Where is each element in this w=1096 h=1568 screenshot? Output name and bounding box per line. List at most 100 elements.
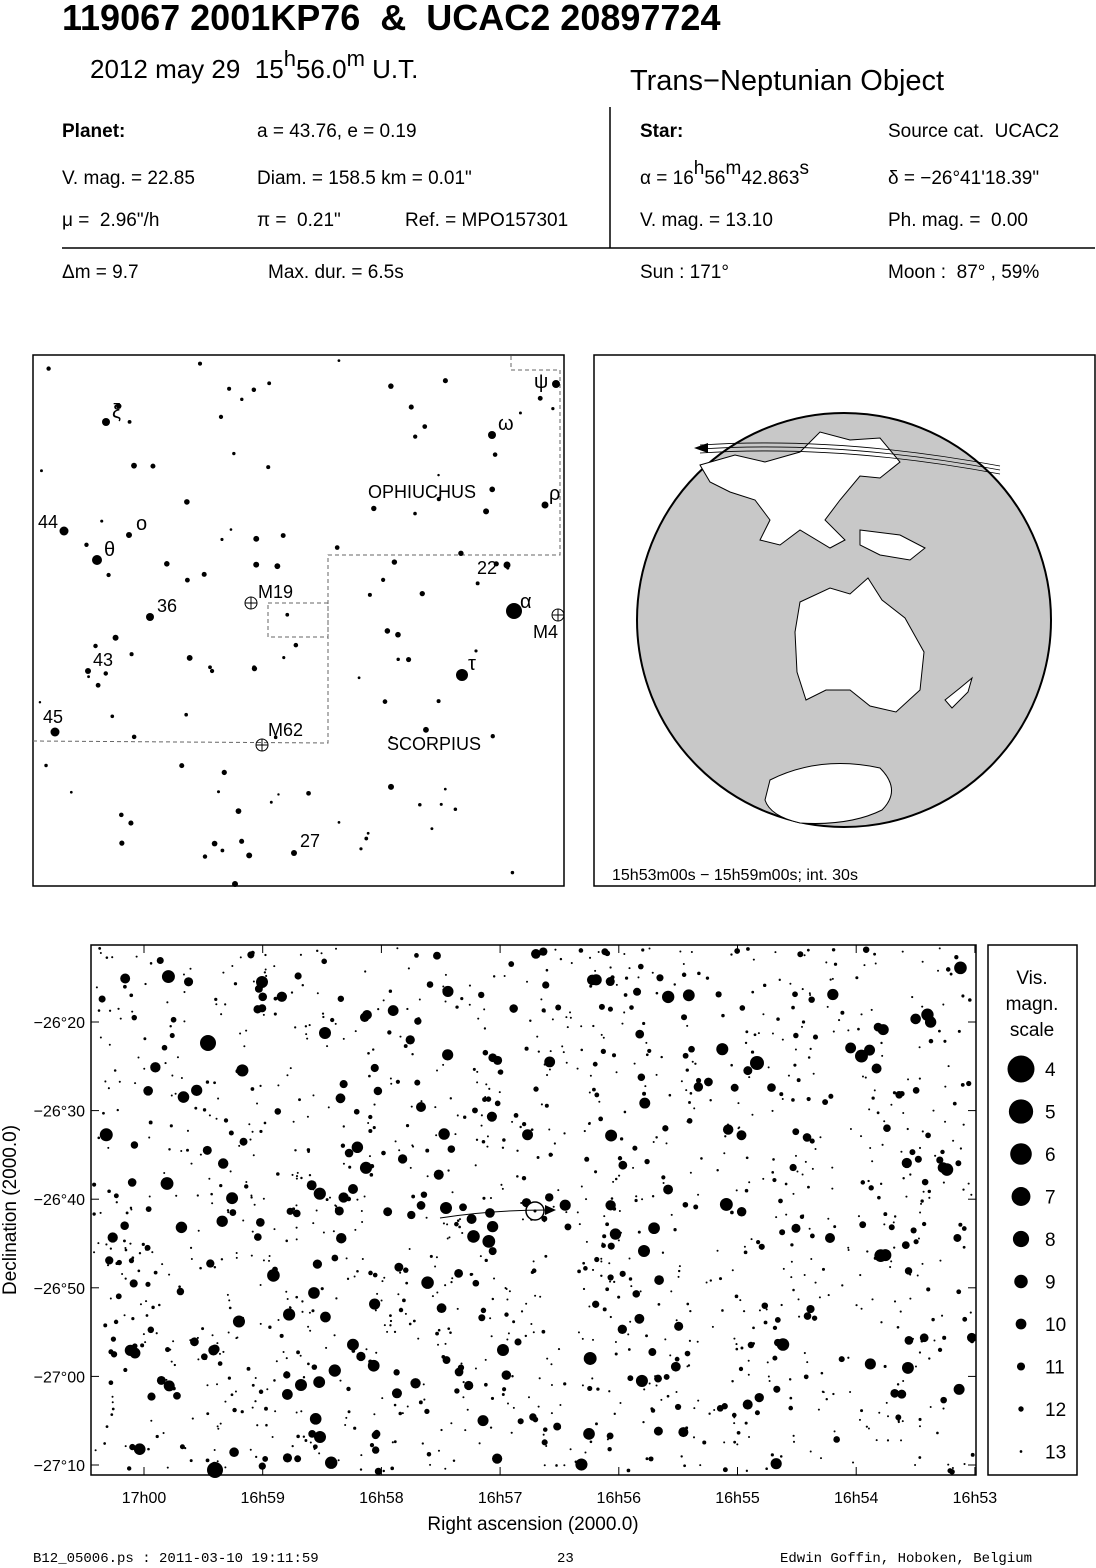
star — [873, 1089, 876, 1092]
star — [367, 1051, 370, 1055]
scale-dot — [1019, 1450, 1023, 1453]
star — [656, 974, 664, 982]
star — [588, 956, 592, 959]
star — [131, 734, 137, 740]
star — [655, 1384, 658, 1387]
star — [306, 1148, 311, 1152]
star — [645, 1053, 649, 1057]
star — [905, 1195, 908, 1198]
star — [955, 1160, 962, 1167]
star — [970, 1193, 973, 1196]
star — [256, 1102, 259, 1105]
star — [389, 736, 393, 739]
star — [163, 1171, 166, 1174]
star — [809, 1233, 815, 1239]
star — [447, 1145, 456, 1153]
star — [276, 997, 279, 1000]
star — [686, 1120, 689, 1123]
star — [551, 1018, 554, 1021]
star — [290, 991, 294, 994]
star — [735, 1347, 739, 1351]
star — [246, 1366, 251, 1371]
star — [368, 1074, 371, 1078]
star — [141, 1242, 145, 1246]
star — [253, 535, 260, 542]
star — [291, 1445, 294, 1448]
star — [285, 1290, 288, 1293]
star — [219, 1183, 223, 1188]
ut: U.T. — [365, 54, 418, 84]
star — [477, 1017, 480, 1020]
star-heading: Star: — [640, 121, 683, 142]
star — [655, 1073, 658, 1076]
star — [119, 812, 124, 818]
star — [444, 1284, 447, 1287]
star — [478, 991, 485, 999]
star — [482, 1097, 487, 1102]
star-label: M19 — [258, 582, 293, 602]
star — [551, 1153, 554, 1156]
star — [937, 969, 940, 972]
star — [543, 1464, 546, 1467]
star — [38, 700, 42, 704]
star — [506, 1338, 509, 1341]
star — [449, 1331, 452, 1334]
star — [59, 526, 69, 536]
star — [562, 1051, 565, 1054]
star — [670, 1361, 681, 1372]
star — [628, 1277, 633, 1281]
star — [822, 1099, 829, 1106]
star — [613, 1280, 616, 1283]
star — [228, 1306, 232, 1310]
star — [921, 960, 924, 963]
star — [309, 1413, 322, 1425]
star — [396, 657, 400, 662]
star — [900, 1150, 903, 1153]
star — [747, 1359, 750, 1362]
star — [926, 1287, 931, 1292]
star — [708, 1412, 711, 1415]
star — [414, 1079, 421, 1086]
star — [183, 977, 194, 987]
star — [239, 838, 245, 844]
star — [276, 991, 288, 1002]
star — [458, 1225, 461, 1229]
star — [360, 1210, 363, 1213]
star — [632, 1290, 641, 1298]
star — [553, 1422, 562, 1431]
star — [360, 1454, 363, 1457]
title: 119067 2001KP76 & UCAC2 20897724 — [62, 0, 720, 38]
delta-mag: Δm = 9.7 — [62, 262, 139, 283]
star — [227, 1211, 230, 1214]
star — [901, 1420, 904, 1423]
star — [128, 820, 134, 826]
star — [255, 1218, 265, 1227]
star-label: 43 — [93, 650, 113, 670]
star — [779, 1092, 784, 1097]
star — [447, 1169, 450, 1172]
star — [913, 1239, 919, 1245]
star — [670, 1290, 673, 1293]
star — [99, 1128, 113, 1142]
star — [274, 563, 281, 570]
star — [315, 1209, 318, 1212]
star — [208, 665, 212, 670]
star — [922, 1190, 925, 1193]
star — [166, 1388, 169, 1391]
star — [791, 1098, 795, 1102]
star — [332, 1230, 335, 1233]
star — [165, 1378, 168, 1381]
star — [361, 1221, 364, 1224]
star — [502, 1387, 507, 1392]
star — [277, 793, 280, 796]
star — [682, 1201, 689, 1208]
star — [739, 1005, 746, 1011]
star — [927, 1189, 931, 1194]
star — [458, 550, 464, 557]
star — [250, 1254, 253, 1257]
star — [381, 577, 386, 583]
footer-file: B12_05006.ps : 2011-03-10 19:11:59 — [33, 1551, 319, 1567]
star — [282, 1453, 293, 1463]
star — [845, 1042, 857, 1054]
